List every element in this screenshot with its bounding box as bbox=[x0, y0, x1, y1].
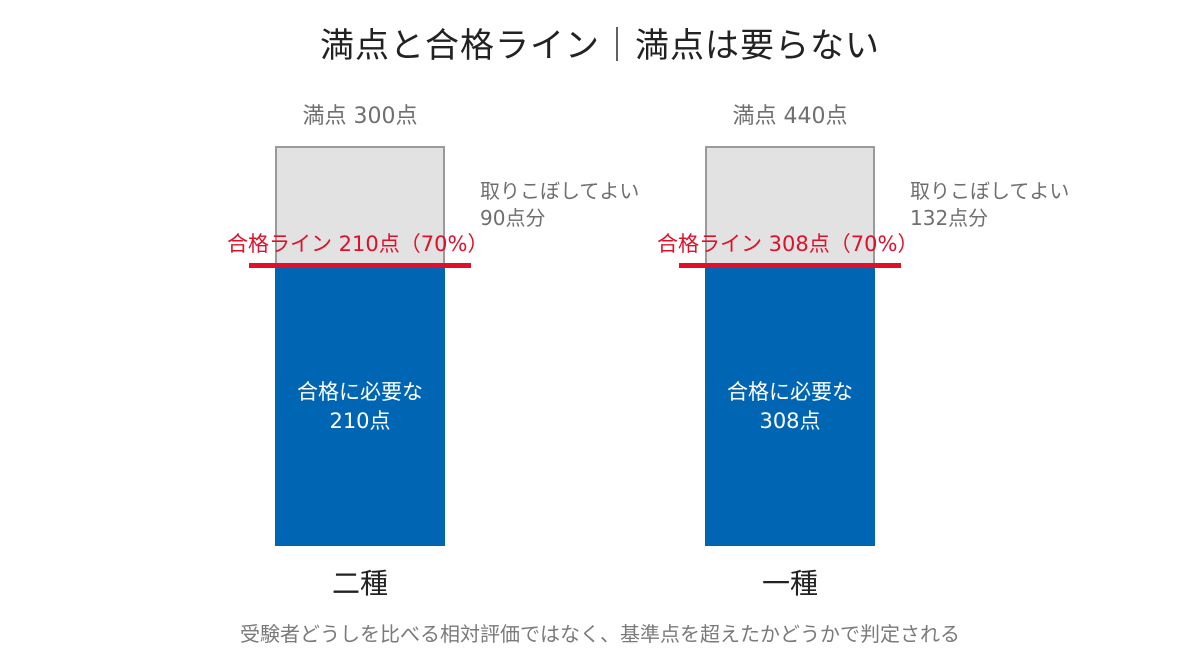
full-marks-label: 満点 440点 bbox=[732, 104, 848, 129]
required-label: 合格に必要な 210点 bbox=[275, 378, 445, 436]
full-marks-label: 満点 300点 bbox=[302, 104, 418, 129]
allowed-drop-label-line2: 132点分 bbox=[910, 206, 989, 230]
allowed-drop-label: 取りこぼしてよい 90点分 bbox=[480, 178, 639, 232]
category-label: 二種 bbox=[331, 567, 388, 600]
pass-line-label: 合格ライン 210点（70%） bbox=[227, 232, 489, 256]
bar-allowed-drop bbox=[275, 146, 445, 266]
bar-allowed-drop bbox=[705, 146, 875, 266]
allowed-drop-label: 取りこぼしてよい 132点分 bbox=[910, 178, 1069, 232]
pass-line-label: 合格ライン 308点（70%） bbox=[657, 232, 919, 256]
required-label-line1: 合格に必要な bbox=[727, 380, 853, 404]
pass-line bbox=[249, 263, 471, 268]
allowed-drop-label-line2: 90点分 bbox=[480, 206, 546, 230]
bar-required bbox=[275, 266, 445, 546]
allowed-drop-label-line1: 取りこぼしてよい bbox=[910, 179, 1070, 203]
required-label-line2: 210点 bbox=[329, 409, 391, 433]
pass-line bbox=[679, 263, 901, 268]
required-label-line1: 合格に必要な bbox=[297, 380, 423, 404]
chart-title: 満点と合格ライン｜満点は要らない bbox=[320, 26, 880, 66]
required-label: 合格に必要な 308点 bbox=[705, 378, 875, 436]
footnote: 受験者どうしを比べる相対評価ではなく、基準点を超えたかどうかで判定される bbox=[240, 622, 960, 646]
allowed-drop-label-line1: 取りこぼしてよい bbox=[480, 179, 640, 203]
category-label: 一種 bbox=[761, 567, 818, 600]
required-label-line2: 308点 bbox=[759, 409, 821, 433]
bar-required bbox=[705, 266, 875, 546]
